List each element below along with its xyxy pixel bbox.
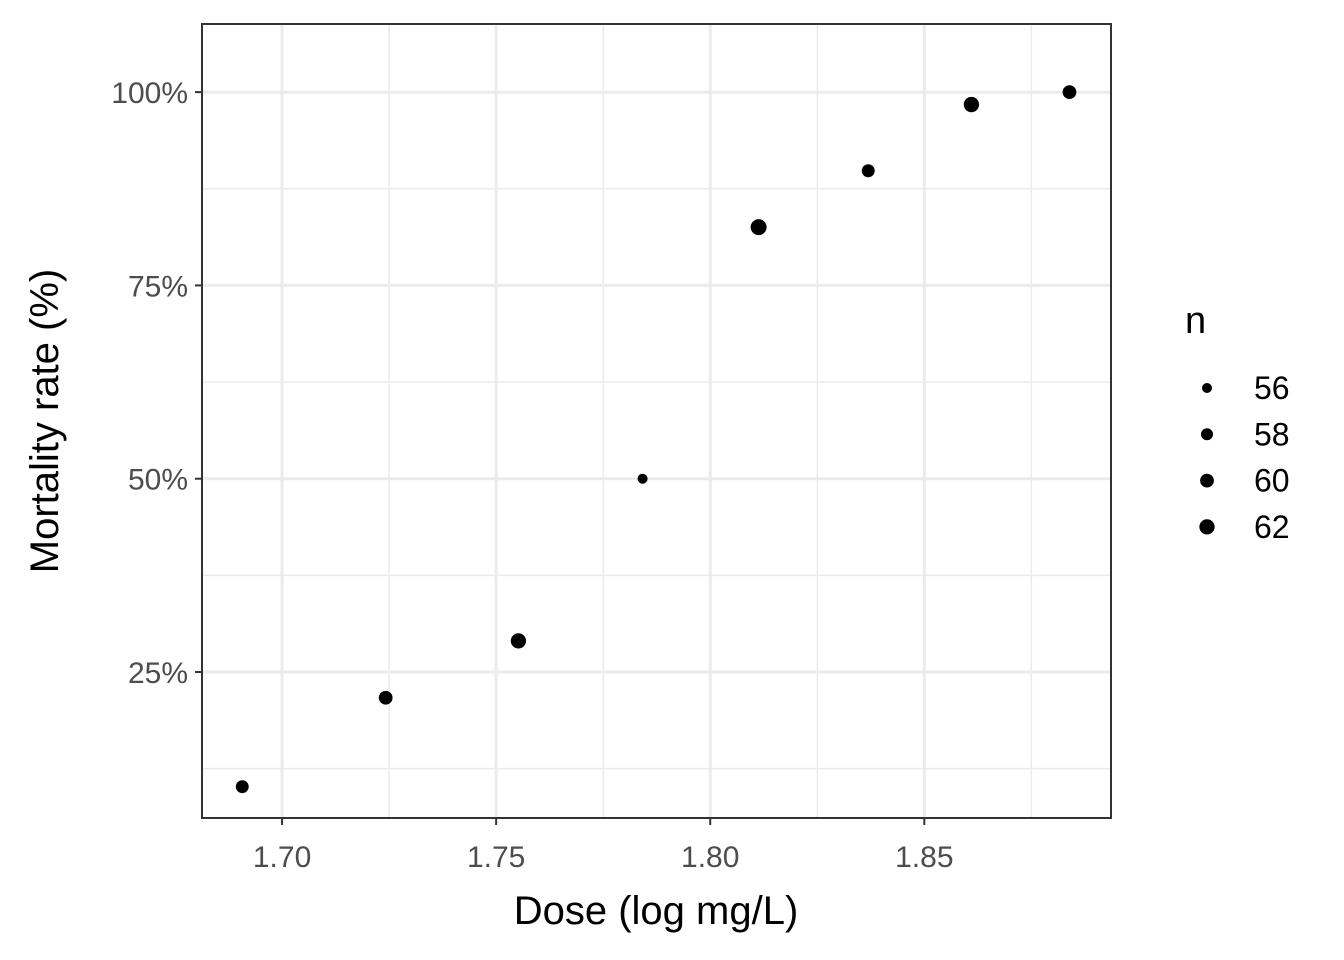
data-point [1062, 85, 1077, 99]
data-point [235, 780, 249, 794]
data-point [963, 96, 980, 113]
x-tick-label: 1.85 [895, 841, 953, 874]
legend-label: 62 [1254, 509, 1290, 545]
x-tick-label: 1.80 [681, 841, 739, 874]
legend-label: 56 [1254, 370, 1290, 406]
legend-key-point [1199, 519, 1215, 535]
y-tick-label: 75% [128, 270, 188, 303]
data-point [861, 164, 875, 178]
legend-label: 58 [1254, 416, 1290, 452]
legend-key-point [1200, 473, 1214, 488]
data-point [750, 219, 767, 236]
x-tick-label: 1.70 [253, 841, 311, 874]
legend-key-point [1200, 428, 1214, 441]
panel-border [201, 23, 1112, 819]
y-axis-title: Mortality rate (%) [23, 269, 67, 574]
x-axis-title: Dose (log mg/L) [514, 889, 799, 933]
legend-title: n [1185, 300, 1206, 342]
data-point [510, 633, 527, 649]
data-point [378, 690, 393, 705]
y-tick-label: 100% [111, 77, 188, 110]
x-tick-label: 1.75 [467, 841, 525, 874]
y-tick-label: 25% [128, 657, 188, 690]
data-points [235, 85, 1077, 794]
data-point [637, 473, 648, 484]
legend-key-point [1202, 383, 1212, 393]
grid [202, 24, 1111, 818]
y-tick-label: 50% [128, 464, 188, 497]
legend-label: 60 [1254, 463, 1290, 499]
legend: n 56 58 60 62 [1185, 300, 1290, 545]
axes: 1.70 1.75 1.80 1.85 25% 50% 75% 100% [111, 77, 953, 874]
